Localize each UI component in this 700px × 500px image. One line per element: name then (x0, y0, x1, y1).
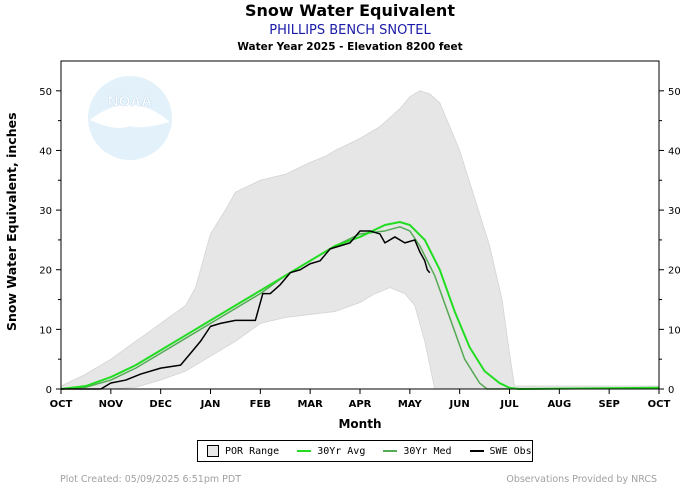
x-tick-label: NOV (99, 399, 124, 410)
obs-line (61, 230, 431, 390)
legend-label-por: POR Range (225, 445, 280, 457)
noaa-logo-text: NOAA (108, 93, 152, 110)
y-tick-label-left: 40 (39, 146, 52, 157)
x-tick-label: JUL (499, 399, 519, 410)
y-tick-label-left: 20 (39, 266, 52, 277)
y-tick-label-right: 40 (668, 146, 681, 157)
y-tick-label-right: 20 (668, 266, 681, 277)
noaa-logo-gull (90, 104, 170, 128)
legend-item-obs: SWE Obs (469, 445, 532, 457)
legend-item-por: POR Range (207, 445, 279, 457)
legend-item-med: 30Yr Med (383, 445, 452, 457)
y-tick-label-right: 50 (668, 87, 681, 98)
x-tick-label: MAY (398, 399, 423, 410)
chart-subtitle: Water Year 2025 - Elevation 8200 feet (237, 41, 463, 53)
y-tick-label-right: 30 (668, 206, 681, 217)
y-tick-label-right: 0 (668, 385, 674, 396)
legend-label-med: 30Yr Med (403, 445, 452, 457)
x-tick-label: OCT (648, 399, 671, 410)
station-name: PHILLIPS BENCH SNOTEL (269, 23, 431, 38)
legend-swatch-med (383, 450, 398, 452)
y-tick-label-left: 30 (39, 206, 52, 217)
y-tick-label-left: 10 (39, 325, 52, 336)
legend-swatch-avg (297, 450, 312, 452)
legend-label-avg: 30Yr Avg (317, 445, 366, 457)
x-axis-label: Month (338, 417, 382, 431)
legend-swatch-obs (469, 450, 484, 452)
chart-title: Snow Water Equivalent (245, 1, 455, 20)
x-tick-label: AUG (547, 399, 571, 410)
x-tick-label: MAR (297, 399, 323, 410)
x-tick-label: FEB (250, 399, 271, 410)
observations-credit: Observations Provided by NRCS (506, 474, 657, 485)
legend-swatch-por (207, 445, 219, 457)
por-range-area (60, 90, 660, 390)
legend-item-avg: 30Yr Avg (297, 446, 365, 457)
avg-line (60, 221, 660, 390)
legend-label-obs: SWE Obs (489, 445, 532, 457)
y-tick-label-left: 50 (39, 87, 52, 98)
y-tick-label-left: 0 (46, 385, 52, 396)
y-axis-label: Snow Water Equivalent, inches (4, 112, 19, 331)
plot-created-note: Plot Created: 05/09/2025 6:51pm PDT (60, 474, 242, 485)
x-tick-label: JUN (449, 399, 470, 410)
x-tick-label: DEC (149, 399, 171, 410)
x-tick-label: OCT (50, 399, 73, 410)
x-tick-label: JAN (200, 399, 221, 410)
x-tick-label: APR (349, 399, 372, 410)
y-tick-label-right: 10 (668, 325, 681, 336)
x-tick-label: SEP (598, 399, 619, 410)
legend: POR Range 30Yr Avg 30Yr Med SWE Obs (197, 440, 533, 462)
